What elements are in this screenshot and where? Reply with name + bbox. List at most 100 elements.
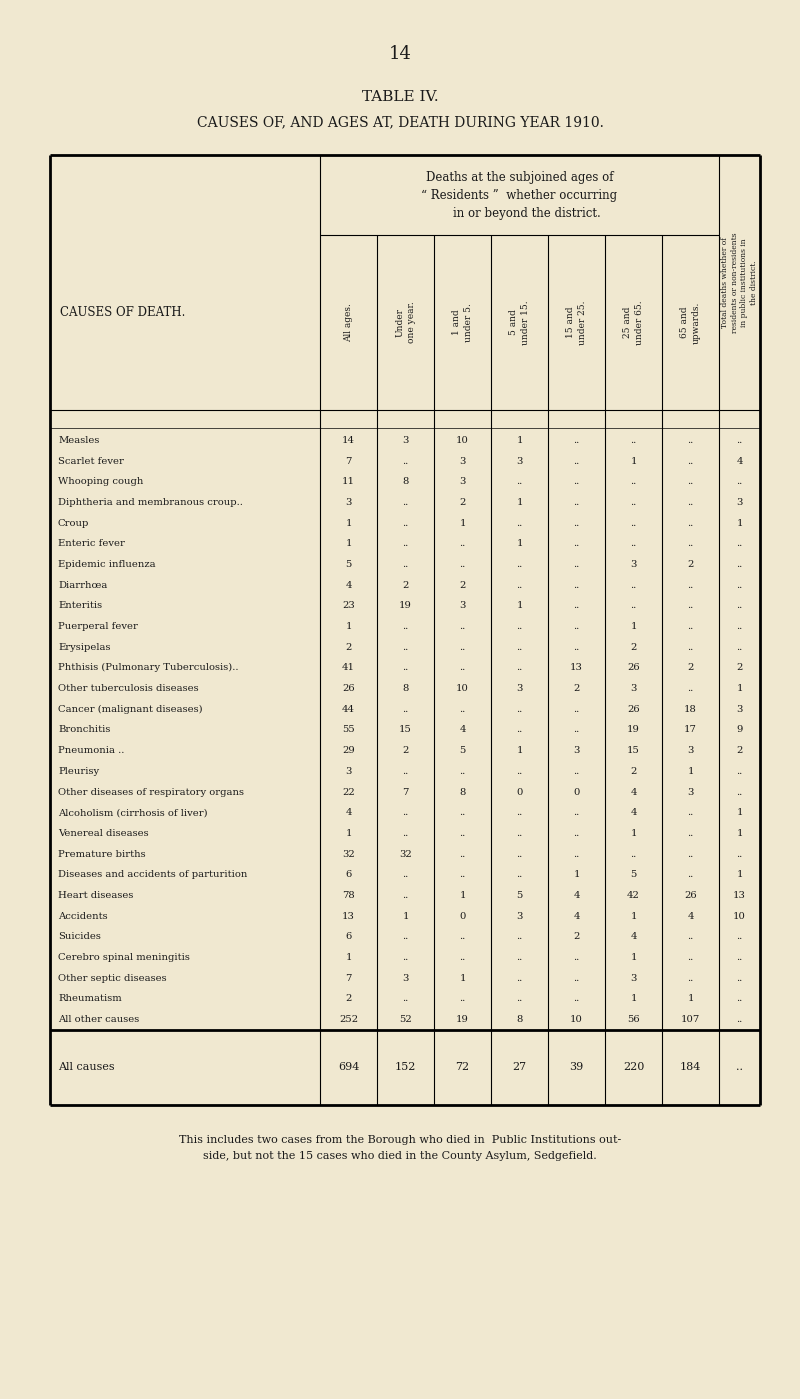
Text: ..: .. — [630, 498, 637, 506]
Text: 15: 15 — [627, 746, 640, 755]
Text: ..: .. — [516, 519, 522, 527]
Text: Whooping cough: Whooping cough — [58, 477, 143, 487]
Text: ..: .. — [574, 974, 580, 982]
Text: 1 and
under 5.: 1 and under 5. — [453, 304, 473, 341]
Text: 1: 1 — [630, 995, 637, 1003]
Text: Pneumonia ..: Pneumonia .. — [58, 746, 124, 755]
Text: ..: .. — [736, 1016, 742, 1024]
Text: 3: 3 — [459, 477, 466, 487]
Text: 2: 2 — [630, 767, 637, 776]
Text: 3: 3 — [630, 974, 637, 982]
Text: 10: 10 — [570, 1016, 583, 1024]
Text: ..: .. — [516, 870, 522, 880]
Text: 4: 4 — [630, 809, 637, 817]
Text: ..: .. — [459, 809, 466, 817]
Text: ..: .. — [516, 623, 522, 631]
Text: ..: .. — [516, 705, 522, 713]
Text: 5: 5 — [516, 891, 522, 900]
Text: ..: .. — [630, 581, 637, 589]
Text: ..: .. — [736, 642, 742, 652]
Text: 4: 4 — [346, 581, 352, 589]
Text: 23: 23 — [342, 602, 355, 610]
Text: ..: .. — [402, 456, 409, 466]
Text: 3: 3 — [346, 498, 352, 506]
Text: 0: 0 — [574, 788, 580, 796]
Text: 1: 1 — [516, 436, 522, 445]
Text: 1: 1 — [736, 684, 742, 693]
Text: 2: 2 — [687, 560, 694, 569]
Text: 2: 2 — [736, 663, 742, 673]
Text: Rheumatism: Rheumatism — [58, 995, 122, 1003]
Text: 2: 2 — [459, 498, 466, 506]
Text: ..: .. — [687, 974, 694, 982]
Text: ..: .. — [736, 560, 742, 569]
Text: 13: 13 — [733, 891, 746, 900]
Text: 2: 2 — [736, 746, 742, 755]
Text: 220: 220 — [623, 1062, 644, 1073]
Text: 7: 7 — [346, 974, 352, 982]
Text: Other tuberculosis diseases: Other tuberculosis diseases — [58, 684, 198, 693]
Text: ..: .. — [736, 767, 742, 776]
Text: 26: 26 — [627, 663, 640, 673]
Text: 72: 72 — [455, 1062, 470, 1073]
Text: ..: .. — [736, 849, 742, 859]
Text: ..: .. — [574, 767, 580, 776]
Text: 26: 26 — [684, 891, 697, 900]
Text: ..: .. — [687, 830, 694, 838]
Text: ..: .. — [574, 809, 580, 817]
Text: 2: 2 — [402, 746, 409, 755]
Text: ..: .. — [516, 849, 522, 859]
Text: 1: 1 — [402, 912, 409, 921]
Text: 9: 9 — [736, 726, 742, 734]
Text: ..: .. — [736, 581, 742, 589]
Text: 3: 3 — [346, 767, 352, 776]
Text: ..: .. — [630, 436, 637, 445]
Text: ..: .. — [516, 932, 522, 942]
Text: ..: .. — [736, 953, 742, 963]
Text: Enteric fever: Enteric fever — [58, 539, 125, 548]
Text: ..: .. — [736, 1062, 743, 1073]
Text: 1: 1 — [736, 830, 742, 838]
Text: 3: 3 — [630, 560, 637, 569]
Text: 152: 152 — [395, 1062, 416, 1073]
Text: 6: 6 — [346, 932, 352, 942]
Text: 3: 3 — [402, 974, 409, 982]
Text: 252: 252 — [339, 1016, 358, 1024]
Text: ..: .. — [687, 602, 694, 610]
Text: ..: .. — [402, 498, 409, 506]
Text: 18: 18 — [684, 705, 697, 713]
Text: Enteritis: Enteritis — [58, 602, 102, 610]
Text: 4: 4 — [574, 912, 580, 921]
Text: ..: .. — [402, 870, 409, 880]
Text: 55: 55 — [342, 726, 355, 734]
Text: 15: 15 — [399, 726, 412, 734]
Text: ..: .. — [402, 830, 409, 838]
Text: Erysipelas: Erysipelas — [58, 642, 110, 652]
Text: ..: .. — [736, 974, 742, 982]
Text: 2: 2 — [630, 642, 637, 652]
Text: 10: 10 — [456, 436, 469, 445]
Text: 107: 107 — [681, 1016, 700, 1024]
Text: Premature births: Premature births — [58, 849, 146, 859]
Text: ..: .. — [459, 642, 466, 652]
Text: 3: 3 — [687, 788, 694, 796]
Text: ..: .. — [630, 539, 637, 548]
Text: ..: .. — [630, 602, 637, 610]
Text: All ages.: All ages. — [344, 304, 353, 341]
Text: 3: 3 — [402, 436, 409, 445]
Text: Cancer (malignant diseases): Cancer (malignant diseases) — [58, 705, 202, 713]
Text: ..: .. — [402, 560, 409, 569]
Text: ..: .. — [687, 456, 694, 466]
Text: Accidents: Accidents — [58, 912, 108, 921]
Text: ..: .. — [516, 663, 522, 673]
Text: ..: .. — [687, 932, 694, 942]
Text: CAUSES OF, AND AGES AT, DEATH DURING YEAR 1910.: CAUSES OF, AND AGES AT, DEATH DURING YEA… — [197, 115, 603, 129]
Text: Bronchitis: Bronchitis — [58, 726, 110, 734]
Text: 0: 0 — [459, 912, 466, 921]
Text: ..: .. — [687, 498, 694, 506]
Text: 3: 3 — [516, 456, 522, 466]
Text: 39: 39 — [570, 1062, 584, 1073]
Text: ..: .. — [516, 809, 522, 817]
Text: ..: .. — [574, 995, 580, 1003]
Text: 5: 5 — [346, 560, 352, 569]
